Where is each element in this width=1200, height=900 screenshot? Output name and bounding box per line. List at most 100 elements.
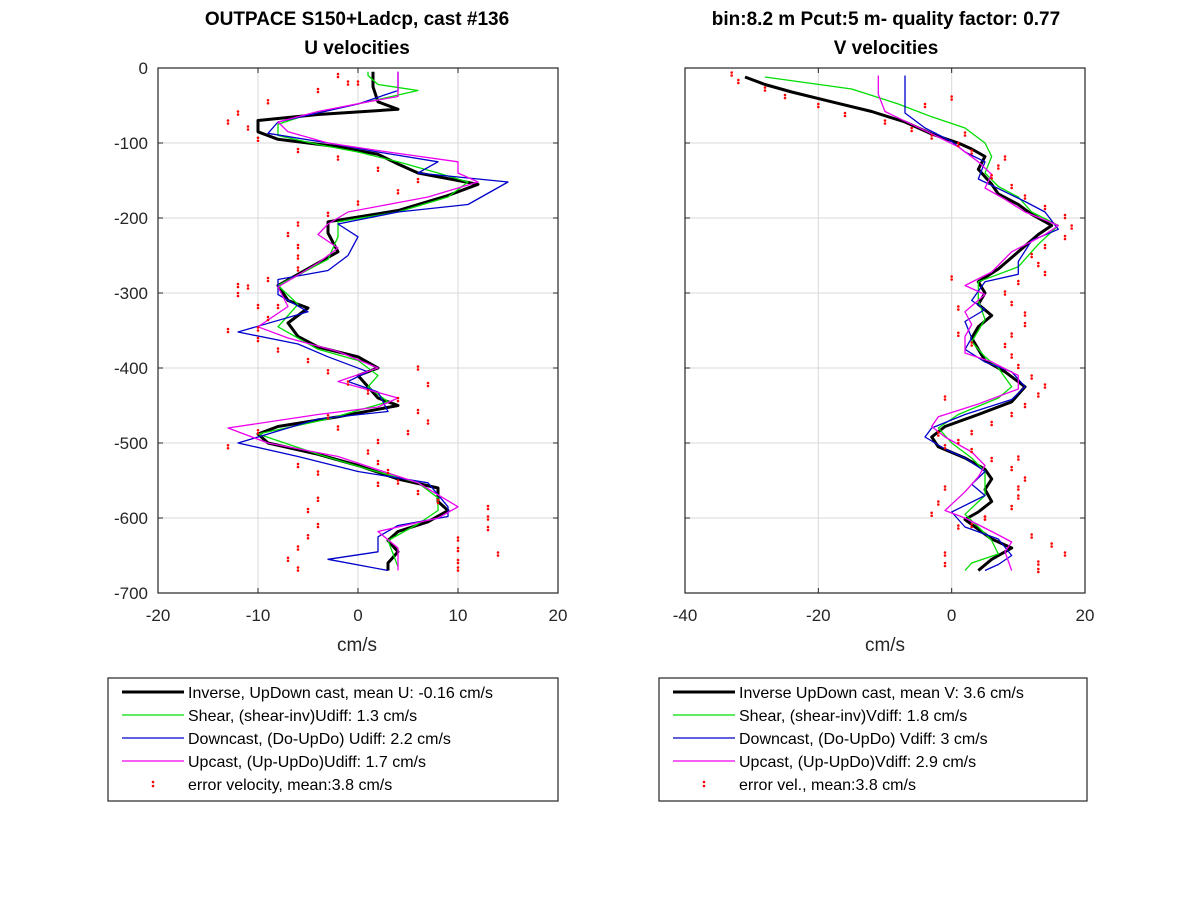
- v-error-point-lower: [1010, 414, 1013, 418]
- v-error-point-lower: [1023, 479, 1027, 482]
- v-error-point-lower: [950, 278, 953, 281]
- v-error-point: [957, 524, 960, 527]
- v-error-point-lower: [1037, 264, 1040, 268]
- u-ticks: -20 -10 0 10 200-100-200-300-400-500-600-700: [114, 59, 567, 625]
- v-error-point-lower: [1003, 158, 1007, 161]
- u-error-point: [396, 479, 400, 482]
- v-error-point-lower: [930, 137, 933, 140]
- u-error-point: [336, 155, 340, 158]
- u-error-point-lower: [416, 492, 420, 496]
- v-x-tick-label: 20: [1076, 606, 1095, 625]
- v-x-tick-label: -20: [806, 606, 831, 625]
- u-error-point: [486, 525, 490, 529]
- u-error-point-lower: [316, 90, 320, 94]
- v-error-point: [883, 119, 887, 122]
- v-error-point-lower: [1010, 186, 1013, 190]
- v-error-point: [1037, 392, 1040, 395]
- u-y-tick-label: -300: [114, 284, 148, 303]
- v-error-point: [963, 131, 967, 134]
- u-error-point-lower: [426, 384, 430, 388]
- v-error-point-lower: [1010, 468, 1013, 472]
- v-error-point: [1030, 252, 1033, 256]
- u-error-point: [456, 566, 460, 569]
- u-error-point: [226, 443, 230, 447]
- v-error-point: [1050, 542, 1053, 545]
- v-error-point-lower: [990, 423, 993, 427]
- v-error-point: [943, 395, 947, 398]
- u-error-point-lower: [296, 246, 300, 250]
- u-error-point-lower: [296, 257, 300, 260]
- v-error-point-lower: [1037, 570, 1040, 574]
- u-error-point: [306, 533, 310, 537]
- v-error-point-lower: [1010, 356, 1013, 359]
- u-error-point-lower: [306, 536, 310, 540]
- v-error-point: [1030, 374, 1033, 377]
- u-error-point: [276, 303, 280, 307]
- u-error-point-lower: [376, 484, 380, 488]
- u-error-point-lower: [246, 128, 250, 131]
- v-error-point: [930, 134, 933, 137]
- u-error-point-lower: [276, 306, 280, 310]
- v-error-point-lower: [1043, 273, 1047, 277]
- v-error-point-lower: [943, 554, 947, 557]
- v-error-point: [1043, 383, 1047, 386]
- u-error-point-lower: [366, 392, 370, 395]
- u-legend-label: Inverse, UpDown cast, mean U: -0.16 cm/s: [188, 685, 493, 702]
- u-error-point: [376, 459, 380, 463]
- u-error-point-lower: [346, 83, 350, 86]
- v-error-point-lower: [1063, 554, 1067, 557]
- v-chart-subtitle: V velocities: [834, 38, 939, 59]
- u-error-point-lower: [286, 559, 290, 563]
- v-error-point: [1043, 243, 1047, 247]
- u-error-point-lower: [396, 191, 400, 195]
- u-error-point-lower: [456, 549, 460, 553]
- u-error-point-lower: [316, 499, 320, 503]
- u-x-tick-label: 10: [449, 606, 468, 625]
- u-error-point: [416, 177, 420, 181]
- v-inverse-line: [744, 75, 1054, 572]
- u-chart-subtitle: U velocities: [304, 38, 410, 59]
- u-error-point: [346, 380, 350, 383]
- v-error-point: [983, 515, 987, 518]
- v-error-point: [1003, 342, 1007, 346]
- u-error-point: [296, 221, 300, 224]
- u-error-point: [236, 291, 240, 295]
- v-ticks: -40 -20 0 20: [673, 67, 1095, 625]
- v-error-point: [843, 111, 847, 115]
- u-error-point-lower: [296, 548, 300, 551]
- v-error-point: [1063, 234, 1067, 238]
- v-error-point: [1037, 560, 1040, 563]
- u-error-point: [256, 303, 260, 307]
- u-error-point: [426, 381, 430, 385]
- u-error-point: [386, 468, 390, 472]
- v-error-point-lower: [923, 105, 927, 109]
- v-error-point-lower: [763, 89, 767, 92]
- v-error-point-lower: [1017, 366, 1020, 370]
- u-error-point-lower: [276, 350, 280, 353]
- u-chart-title: OUTPACE S150+Ladcp, cast #136: [205, 9, 509, 30]
- u-error-point-lower: [336, 75, 340, 79]
- v-error-point: [1003, 290, 1007, 293]
- v-error-point: [990, 173, 993, 177]
- u-error-point-lower: [336, 428, 340, 431]
- u-error-point-lower: [366, 452, 370, 455]
- u-error-point: [296, 566, 300, 569]
- v-upcast-line: [877, 75, 1059, 571]
- v-error-point: [937, 500, 940, 503]
- v-error-point: [1017, 455, 1020, 458]
- u-error-point-lower: [326, 371, 330, 375]
- u-error-point: [306, 507, 310, 511]
- u-error-point-lower: [496, 554, 500, 557]
- v-legend-box: [658, 677, 1088, 802]
- v-error-points: [730, 71, 1073, 574]
- u-error-point-lower: [416, 180, 420, 184]
- u-error-point-lower: [376, 441, 380, 445]
- v-error-point: [970, 522, 973, 526]
- u-error-point: [246, 284, 250, 287]
- v-error-point: [1023, 194, 1027, 197]
- v-legend-error-swatch-lower: [702, 784, 706, 788]
- u-error-point-lower: [226, 122, 230, 125]
- v-error-point: [1037, 261, 1040, 265]
- v-error-point-lower: [957, 527, 960, 530]
- v-error-point: [1023, 402, 1027, 406]
